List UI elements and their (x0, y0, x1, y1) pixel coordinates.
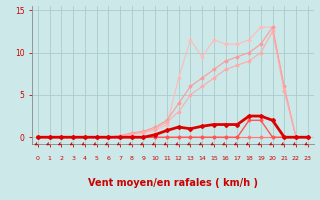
X-axis label: Vent moyen/en rafales ( km/h ): Vent moyen/en rafales ( km/h ) (88, 178, 258, 188)
